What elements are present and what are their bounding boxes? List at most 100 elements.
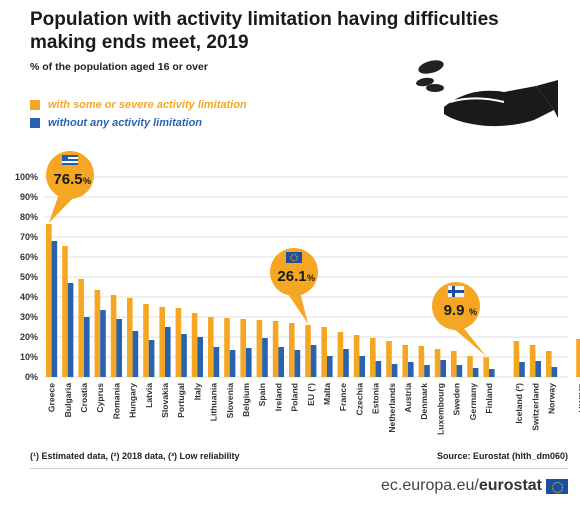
callout-pointer: [48, 191, 76, 223]
bar-without-limitation: [294, 350, 301, 377]
bar-without-limitation: [51, 241, 58, 377]
x-tick-label: Italy: [192, 383, 202, 400]
bar-without-limitation: [246, 348, 252, 377]
legend-swatch-orange: [30, 100, 40, 110]
bar-with-limitation: [175, 308, 182, 377]
bar-with-limitation: [386, 341, 392, 377]
bar-without-limitation: [456, 365, 463, 377]
bar-without-limitation: [229, 350, 236, 377]
x-tick-label: Germany: [468, 383, 478, 420]
x-tick-label: Estonia: [371, 383, 381, 414]
brand-prefix: ec.europa.eu/: [381, 477, 479, 494]
y-tick-label: 30%: [20, 312, 38, 322]
bar-with-limitation: [337, 332, 344, 377]
bar-without-limitation: [359, 356, 365, 377]
y-tick-label: 90%: [20, 192, 38, 202]
y-tick-label: 80%: [20, 212, 38, 222]
bar-without-limitation: [472, 368, 479, 377]
bar-with-limitation: [513, 341, 520, 377]
x-tick-label: Romania: [111, 383, 121, 420]
bar-with-limitation: [289, 323, 295, 377]
bar-without-limitation: [213, 347, 220, 377]
bar-without-limitation: [424, 365, 430, 377]
x-tick-label: Iceland (²): [514, 383, 524, 424]
bar-with-limitation: [370, 338, 376, 377]
x-tick-label: Greece: [47, 383, 57, 412]
bar-with-limitation: [159, 307, 165, 377]
legend-label-without-limitation: without any activity limitation: [48, 117, 203, 129]
x-tick-label: Sweden: [452, 383, 462, 415]
bar-without-limitation: [181, 334, 187, 377]
chart-title: Population with activity limitation havi…: [30, 9, 499, 53]
bar-with-limitation: [191, 313, 198, 377]
bar-without-limitation: [343, 349, 349, 377]
bar-without-limitation: [391, 364, 398, 377]
x-tick-label: UK(²)(³): [577, 383, 580, 413]
bar-without-limitation: [519, 362, 525, 377]
bar-without-limitation: [67, 283, 74, 377]
bar-with-limitation: [529, 345, 536, 377]
legend-item-with-limitation: with some or severe activity limitation: [30, 96, 247, 114]
hand-coins-icon: [416, 60, 558, 127]
bar-without-limitation: [132, 331, 139, 377]
greece-flag-stripe: [62, 163, 78, 165]
bar-with-limitation: [546, 351, 552, 377]
eu-flag-icon: [286, 252, 302, 263]
footer-divider: [30, 468, 568, 469]
chart-subtitle: % of the population aged 16 or over: [30, 61, 208, 73]
x-tick-label: Slovenia: [225, 383, 235, 419]
bar-without-limitation: [278, 347, 284, 377]
x-tick-label: Luxembourg: [435, 383, 445, 435]
x-tick-label: Spain: [257, 383, 267, 406]
x-tick-label: EU (¹): [306, 383, 316, 406]
bar-without-limitation: [327, 356, 333, 377]
x-tick-label: Hungary: [128, 383, 138, 418]
source: Source: Eurostat (hlth_dm060): [436, 451, 568, 461]
bar-without-limitation: [197, 337, 203, 377]
x-tick-label: Finland: [484, 383, 494, 414]
bar-with-limitation: [256, 320, 263, 377]
bar-with-limitation: [402, 345, 408, 377]
y-tick-label: 0%: [25, 372, 38, 382]
bar-with-limitation: [467, 356, 473, 377]
greece-flag-stripe: [62, 159, 78, 161]
y-tick-label: 20%: [20, 332, 38, 342]
finland-flag-cross-h: [448, 290, 464, 293]
callout-bubble: [46, 151, 94, 199]
bar-without-limitation: [262, 338, 268, 377]
x-tick-label: Austria: [403, 383, 413, 413]
eurostat-brand[interactable]: ec.europa.eu/ eurostat: [381, 477, 568, 495]
greece-flag-stripe: [62, 157, 78, 159]
callout-value: 9.9: [444, 302, 465, 319]
callout-value: 26.1: [277, 268, 306, 285]
bar-with-limitation: [127, 298, 133, 377]
bar-without-limitation: [489, 369, 495, 377]
bar-without-limitation: [84, 317, 90, 377]
x-tick-label: Ireland: [273, 383, 283, 411]
eu-stars: [290, 253, 298, 262]
bar-without-limitation: [165, 327, 171, 377]
bar-with-limitation: [305, 324, 311, 377]
x-tick-label: Malta: [322, 383, 332, 405]
greece-flag-canton: [62, 155, 68, 161]
bar-with-limitation: [353, 335, 360, 377]
legend-swatch-blue: [30, 118, 40, 128]
x-tick-label: Belgium: [241, 383, 251, 417]
bar-without-limitation: [148, 340, 155, 377]
bar-with-limitation: [418, 346, 425, 377]
bar-with-limitation: [434, 349, 441, 377]
bar-without-limitation: [551, 367, 558, 377]
brand-name: eurostat: [478, 477, 542, 494]
legend-label-with-limitation: with some or severe activity limitation: [48, 99, 247, 111]
bar-with-limitation: [576, 339, 580, 377]
callout-bubble: [432, 282, 480, 330]
x-tick-label: Denmark: [419, 383, 429, 420]
x-tick-label: Latvia: [144, 383, 154, 408]
greece-flag-stripe: [62, 155, 78, 157]
x-tick-label: Portugal: [176, 383, 186, 418]
callout-unit: %: [469, 307, 477, 317]
x-tick-label: Slovakia: [160, 383, 170, 418]
legend: with some or severe activity limitation …: [30, 96, 247, 132]
x-tick-label: Norway: [547, 383, 557, 414]
x-tick-label: Netherlands: [387, 383, 397, 433]
